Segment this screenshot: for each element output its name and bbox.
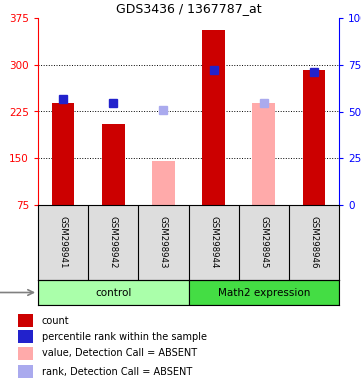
Text: Math2 expression: Math2 expression (218, 288, 310, 298)
Text: GSM298944: GSM298944 (209, 216, 218, 269)
Text: count: count (42, 316, 70, 326)
Text: GSM298941: GSM298941 (58, 216, 68, 269)
Text: value, Detection Call = ABSENT: value, Detection Call = ABSENT (42, 349, 197, 359)
Bar (18, 330, 33, 343)
Bar (202, 30, 225, 205)
Text: GSM298943: GSM298943 (159, 216, 168, 269)
Text: rank, Detection Call = ABSENT: rank, Detection Call = ABSENT (42, 367, 192, 377)
Bar (52, 103, 74, 205)
Text: GSM298946: GSM298946 (309, 216, 318, 269)
Bar (18, 347, 33, 360)
Bar (18, 314, 33, 327)
Title: GDS3436 / 1367787_at: GDS3436 / 1367787_at (116, 2, 261, 15)
Text: GSM298945: GSM298945 (259, 216, 268, 269)
Bar (38, 280, 188, 305)
Bar (188, 280, 339, 305)
Text: percentile rank within the sample: percentile rank within the sample (42, 332, 207, 342)
Bar (303, 70, 325, 205)
Bar (152, 161, 175, 205)
Bar (252, 103, 275, 205)
Text: GSM298942: GSM298942 (109, 216, 118, 269)
Bar (18, 366, 33, 378)
Text: control: control (95, 288, 131, 298)
Bar (102, 124, 125, 205)
